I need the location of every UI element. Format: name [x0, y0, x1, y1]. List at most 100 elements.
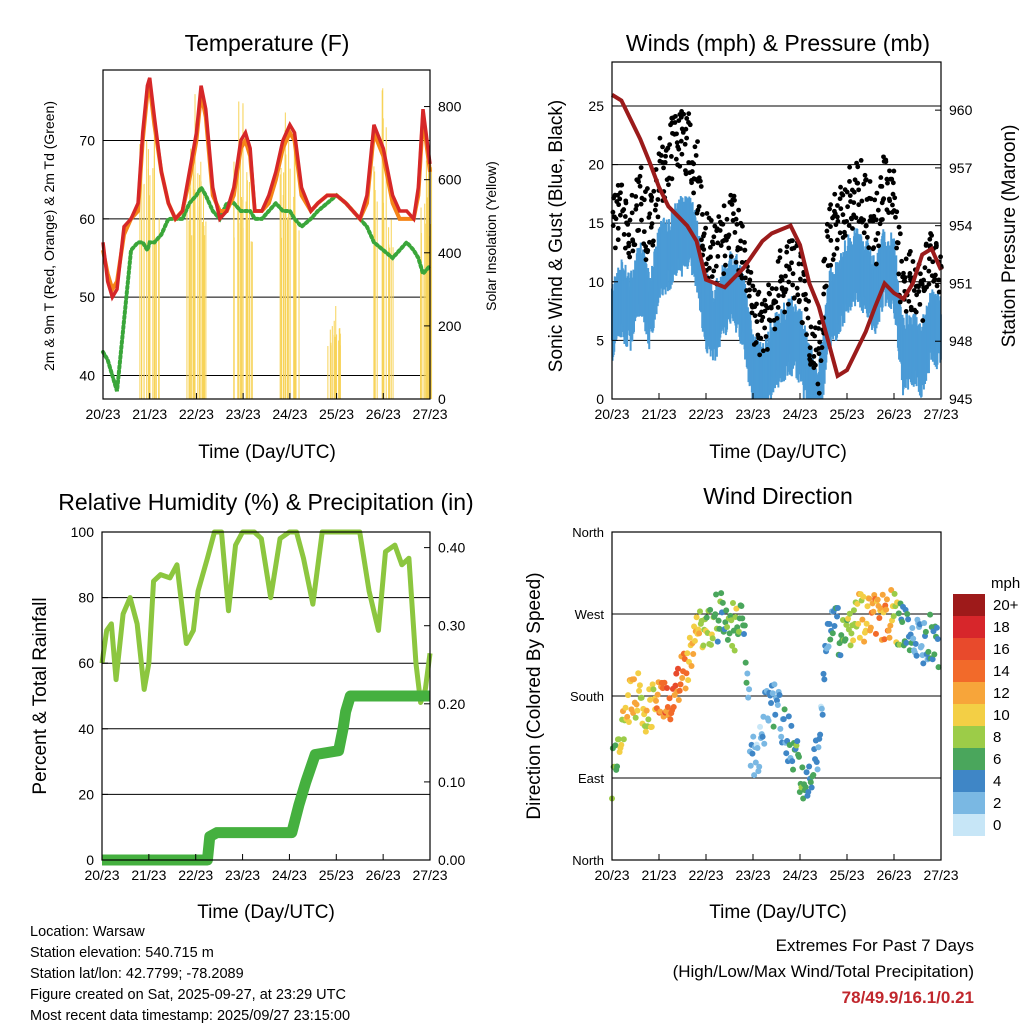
direction-xtick-label: 25/23 [829, 867, 864, 883]
gust-point [791, 295, 797, 301]
direction-point [754, 745, 761, 752]
gust-point [701, 231, 707, 237]
gust-point [890, 202, 895, 208]
direction-point [827, 636, 834, 643]
gust-point [637, 183, 643, 189]
winds-ytick-label: 15 [588, 215, 604, 231]
direction-point [679, 674, 686, 681]
gust-point [615, 225, 621, 231]
gust-point [872, 197, 878, 203]
winds-xtick-label: 21/23 [641, 406, 676, 422]
gust-point [636, 227, 642, 233]
gust-point [644, 186, 650, 191]
gust-point [897, 231, 903, 237]
direction-point [780, 716, 787, 723]
gust-point [655, 214, 661, 220]
gust-point [783, 287, 789, 292]
gust-point [760, 314, 766, 320]
gust-point [762, 297, 768, 303]
direction-point [749, 750, 756, 757]
direction-point [927, 611, 934, 618]
direction-point [745, 694, 752, 701]
direction-point [661, 679, 668, 686]
direction-point [934, 636, 941, 643]
gust-point [783, 273, 788, 279]
direction-point [817, 731, 824, 738]
direction-point [734, 624, 741, 631]
direction-point [638, 694, 645, 701]
winds-xtick-label: 26/23 [876, 406, 911, 422]
gust-point [697, 178, 703, 184]
direction-point [666, 695, 673, 702]
direction-point [769, 690, 776, 697]
gust-point [790, 271, 796, 277]
direction-point [770, 723, 777, 730]
gust-point [837, 196, 843, 202]
direction-point [723, 607, 730, 614]
direction-ticks: 20/23 21/23 22/23 23/23 24/23 25/23 26/23 27/23… [570, 525, 959, 883]
gust-point [804, 332, 809, 338]
recent-text: Most recent data timestamp: 2025/09/27 2… [30, 1008, 351, 1024]
gust-point [892, 195, 898, 201]
direction-point [747, 762, 754, 769]
gust-point [851, 200, 857, 206]
gust-point [739, 259, 745, 265]
direction-point [862, 627, 869, 634]
gust-point [653, 202, 659, 208]
gust-point [936, 289, 942, 295]
gust-point [617, 196, 623, 202]
gust-point [757, 352, 763, 358]
temperature-xtick-label: 27/23 [412, 406, 447, 422]
temperature-ytick-label: 40 [79, 368, 95, 384]
direction-point [650, 686, 657, 693]
gust-point [850, 226, 855, 231]
gust-point [634, 203, 640, 209]
direction-point [820, 670, 827, 677]
direction-xtick-label: 23/23 [735, 867, 770, 883]
gust-point [627, 217, 633, 223]
winds-xtick-label: 23/23 [735, 406, 770, 422]
direction-point [881, 636, 888, 643]
gust-point [851, 189, 857, 195]
direction-point [879, 591, 886, 598]
gust-point [691, 190, 697, 196]
gust-point [693, 153, 699, 158]
gust-point [861, 230, 867, 236]
direction-point [834, 604, 841, 611]
gust-point [660, 144, 665, 150]
gust-point [822, 256, 828, 262]
humidity-ytick-label: 60 [78, 655, 94, 671]
temperature-gridlines [103, 140, 430, 376]
direction-point [624, 713, 631, 720]
direction-point [843, 621, 850, 628]
gust-point [649, 221, 655, 227]
gust-point [667, 142, 673, 148]
gust-point [830, 257, 836, 262]
precip-ytick-label: 0.20 [438, 696, 465, 712]
gust-point [738, 238, 744, 244]
direction-point [905, 616, 912, 623]
direction-point [625, 718, 632, 725]
gust-point [680, 129, 686, 135]
gust-point [647, 239, 652, 245]
gust-point [861, 217, 867, 223]
direction-point [643, 707, 650, 714]
direction-point [837, 652, 844, 659]
direction-point [860, 593, 867, 600]
direction-point [856, 634, 863, 641]
gust-point [933, 272, 938, 278]
humidity-plot-frame [101, 531, 431, 861]
gust-point [769, 286, 775, 291]
direction-point [778, 733, 785, 740]
direction-point [696, 630, 703, 637]
gust-point [733, 216, 739, 222]
direction-point [659, 685, 666, 692]
speed-legend-swatch [953, 792, 985, 814]
gust-point [807, 353, 812, 358]
gust-point [632, 242, 638, 248]
direction-ytick-label: East [578, 771, 604, 786]
gust-point [886, 210, 892, 215]
direction-title: Wind Direction [703, 483, 853, 509]
direction-point [920, 660, 927, 667]
gust-point [638, 165, 644, 171]
